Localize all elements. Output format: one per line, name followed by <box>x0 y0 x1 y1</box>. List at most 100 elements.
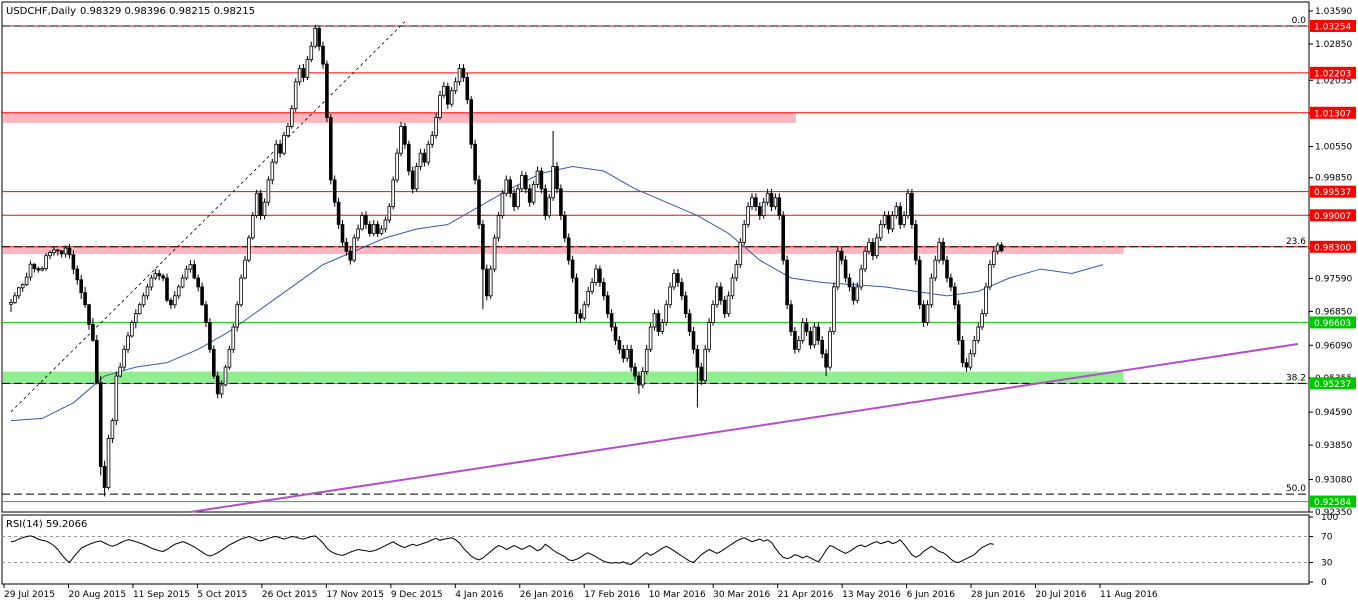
candle-54[interactable] <box>219 380 224 398</box>
candle-243[interactable] <box>956 300 961 345</box>
candle-111[interactable] <box>442 81 446 99</box>
candle-202[interactable] <box>797 335 801 353</box>
candle-253[interactable] <box>995 242 1000 255</box>
candle-28[interactable] <box>118 362 123 378</box>
candle-6[interactable] <box>32 263 37 273</box>
candle-84[interactable] <box>336 197 341 229</box>
candle-68[interactable] <box>274 139 278 165</box>
candle-93[interactable] <box>371 220 376 237</box>
candle-165[interactable] <box>652 309 657 331</box>
candle-173[interactable] <box>683 291 688 319</box>
candle-157[interactable] <box>621 344 626 363</box>
candle-43[interactable] <box>176 284 181 299</box>
candle-237[interactable] <box>933 255 938 282</box>
candle-91[interactable] <box>364 211 368 229</box>
candle-115[interactable] <box>457 64 462 86</box>
candle-62[interactable] <box>250 212 255 240</box>
candle-220[interactable] <box>867 237 871 255</box>
candle-121[interactable] <box>481 220 485 310</box>
candle-231[interactable] <box>910 188 914 229</box>
candle-96[interactable] <box>383 216 388 233</box>
candle-37[interactable] <box>153 269 158 281</box>
candle-32[interactable] <box>133 309 138 329</box>
candle-142[interactable] <box>563 211 567 243</box>
candle-215[interactable] <box>847 273 852 292</box>
candle-8[interactable] <box>40 266 44 272</box>
candle-156[interactable] <box>617 335 622 354</box>
candle-64[interactable] <box>258 189 263 221</box>
candle-136[interactable] <box>539 167 544 194</box>
candle-107[interactable] <box>426 140 431 166</box>
candle-116[interactable] <box>461 64 466 82</box>
candle-139[interactable] <box>551 130 555 201</box>
candle-197[interactable] <box>777 193 782 221</box>
candle-203[interactable] <box>800 318 805 344</box>
candle-72[interactable] <box>289 105 294 129</box>
candle-127[interactable] <box>504 175 509 197</box>
candle-52[interactable] <box>211 345 216 379</box>
candle-56[interactable] <box>227 345 232 370</box>
candle-180[interactable] <box>711 300 715 326</box>
candle-245[interactable] <box>964 358 969 372</box>
candle-33[interactable] <box>137 302 142 315</box>
candle-252[interactable] <box>992 246 996 268</box>
candle-23[interactable] <box>98 376 103 476</box>
candle-144[interactable] <box>570 255 575 283</box>
candle-219[interactable] <box>863 246 867 273</box>
candle-204[interactable] <box>804 318 809 336</box>
candle-227[interactable] <box>894 202 899 219</box>
candle-221[interactable] <box>871 237 875 261</box>
candle-101[interactable] <box>403 122 407 149</box>
candle-145[interactable] <box>574 273 579 323</box>
candle-20[interactable] <box>87 303 91 330</box>
candle-85[interactable] <box>340 220 345 247</box>
candle-86[interactable] <box>344 237 349 256</box>
candle-124[interactable] <box>492 234 497 273</box>
candle-163[interactable] <box>644 344 649 375</box>
candle-161[interactable] <box>637 371 641 394</box>
candle-189[interactable] <box>746 202 750 228</box>
candle-205[interactable] <box>808 327 813 350</box>
candles-layer[interactable] <box>9 24 1004 497</box>
candle-31[interactable] <box>130 320 134 338</box>
candle-59[interactable] <box>239 274 243 307</box>
candle-10[interactable] <box>48 250 52 260</box>
candle-152[interactable] <box>602 277 606 301</box>
candle-2[interactable] <box>16 286 21 299</box>
candle-92[interactable] <box>367 220 372 237</box>
candle-123[interactable] <box>488 265 493 299</box>
candle-9[interactable] <box>44 253 48 271</box>
candle-34[interactable] <box>141 292 146 308</box>
candle-90[interactable] <box>360 212 364 231</box>
candle-217[interactable] <box>855 282 860 304</box>
candle-41[interactable] <box>169 297 173 310</box>
candle-79[interactable] <box>317 26 321 51</box>
candle-195[interactable] <box>769 188 774 212</box>
candle-207[interactable] <box>816 322 821 345</box>
candle-149[interactable] <box>590 277 594 295</box>
candle-66[interactable] <box>266 176 271 206</box>
candle-213[interactable] <box>839 246 844 265</box>
candle-50[interactable] <box>204 301 208 328</box>
candle-106[interactable] <box>422 148 427 167</box>
candle-199[interactable] <box>785 255 789 310</box>
candle-218[interactable] <box>859 264 863 291</box>
candle-134[interactable] <box>531 180 536 205</box>
candle-154[interactable] <box>609 309 614 332</box>
candle-137[interactable] <box>543 184 548 221</box>
candle-206[interactable] <box>812 322 817 348</box>
candle-246[interactable] <box>968 349 973 371</box>
candle-232[interactable] <box>914 220 918 265</box>
candle-171[interactable] <box>676 269 680 287</box>
candle-158[interactable] <box>625 344 629 362</box>
candle-239[interactable] <box>941 237 945 265</box>
candle-212[interactable] <box>836 246 840 291</box>
candle-143[interactable] <box>566 233 571 265</box>
candle-47[interactable] <box>192 260 197 280</box>
candle-103[interactable] <box>410 166 415 194</box>
candle-193[interactable] <box>761 197 766 219</box>
candle-222[interactable] <box>875 233 879 259</box>
candle-77[interactable] <box>309 41 314 63</box>
candle-48[interactable] <box>196 274 201 292</box>
candle-18[interactable] <box>79 274 84 299</box>
